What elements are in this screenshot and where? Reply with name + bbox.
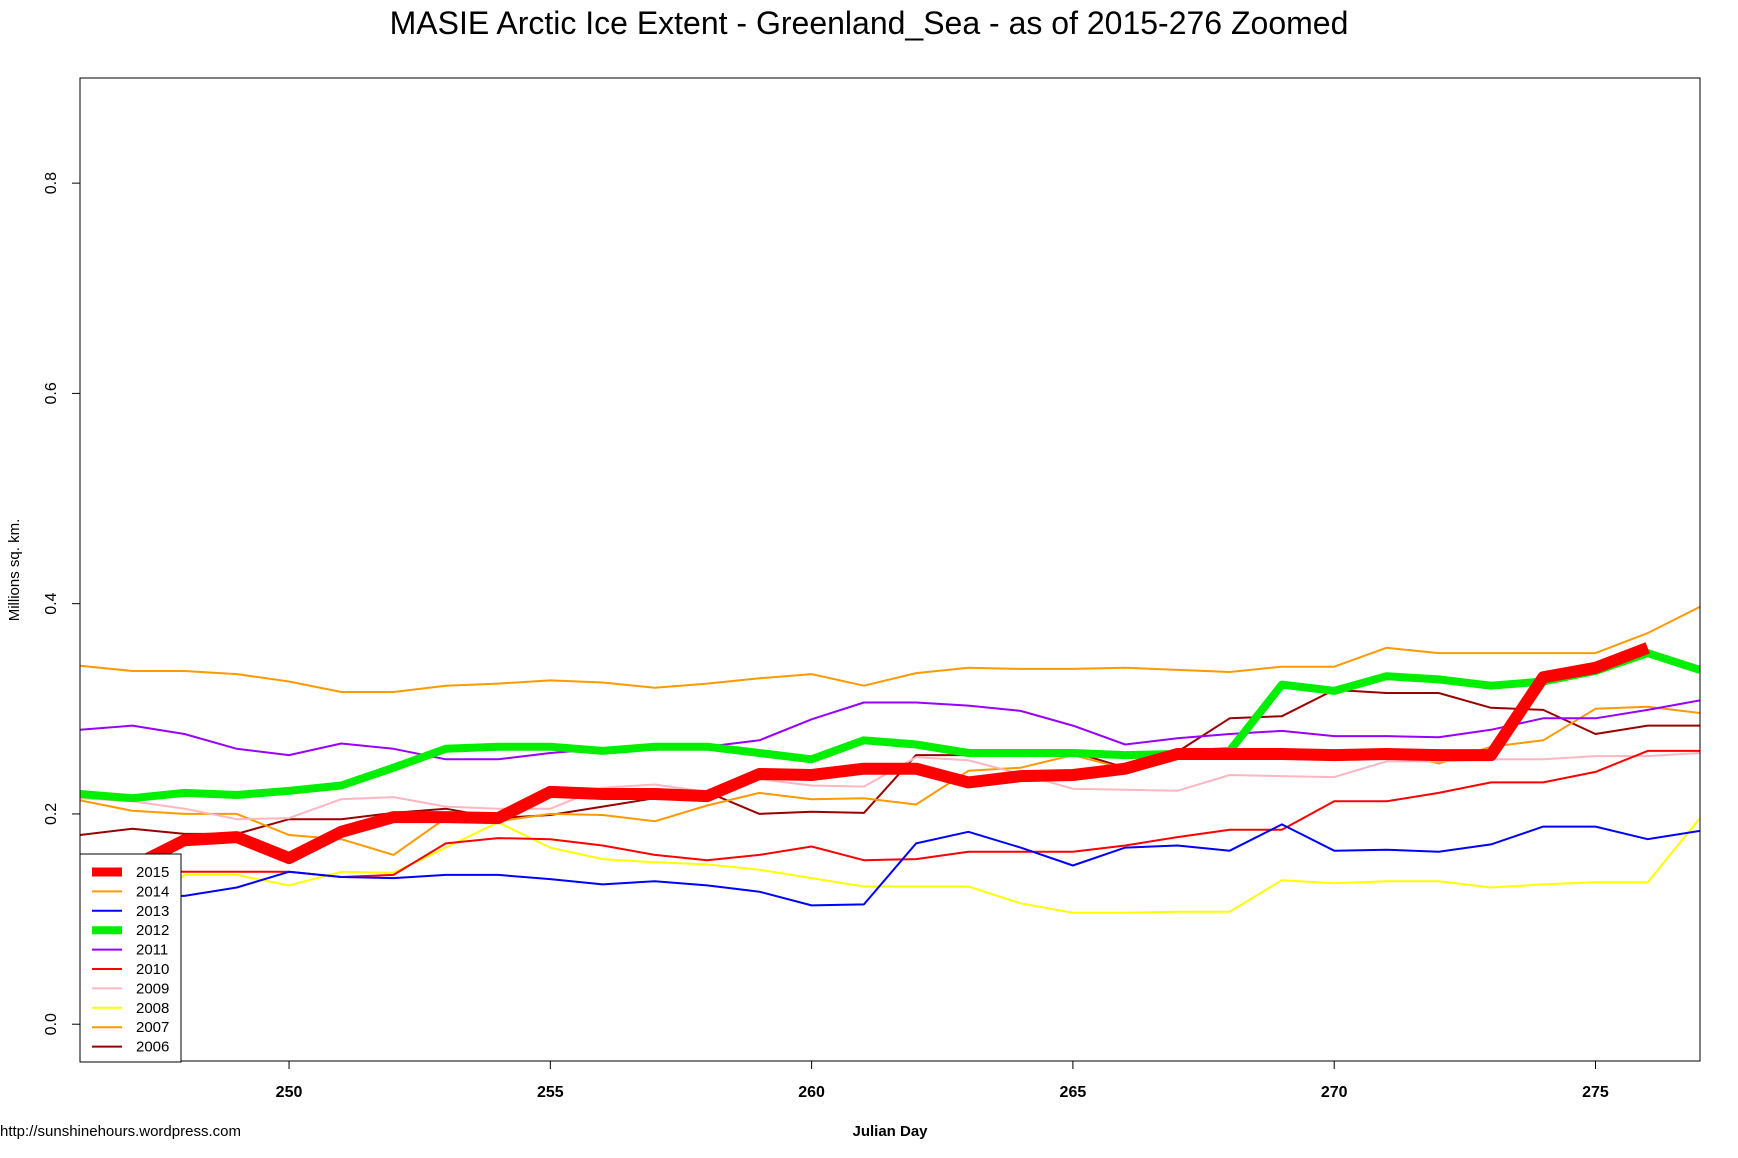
legend-label-2009: 2009 [136,980,169,997]
source-credit[interactable]: http://sunshinehours.wordpress.com [0,1123,241,1140]
y-axis-title: Millions sq. km. [6,519,23,622]
y-tick-label: 0.8 [43,172,60,194]
x-axis-title: Julian Day [852,1123,928,1140]
series-line-2013 [80,823,1700,907]
legend-label-2013: 2013 [136,903,169,920]
legend-label-2014: 2014 [136,883,169,900]
series-layer [80,605,1700,921]
chart-title: MASIE Arctic Ice Extent - Greenland_Sea … [390,5,1349,41]
series-line-2008 [80,817,1700,921]
series-line-2007 [80,705,1700,856]
x-tick-label: 255 [537,1084,564,1101]
x-tick-label: 270 [1321,1084,1348,1101]
series-line-2014 [80,605,1700,693]
legend-label-2010: 2010 [136,961,169,978]
y-tick-label: 0.2 [43,803,60,825]
plot-frame [79,77,1701,1062]
y-axis: 0.0 0.2 0.4 0.6 0.8 [43,172,80,1035]
y-tick-label: 0.0 [43,1013,60,1035]
legend: 2015 2014 2013 2012 2011 2010 2009 2008 2007 2006 [79,853,182,1063]
x-tick-label: 260 [798,1084,825,1101]
legend-label-2008: 2008 [136,1000,169,1017]
series-line-2012 [80,649,1700,803]
legend-label-2011: 2011 [136,942,168,959]
series-line-2011 [80,699,1700,761]
x-axis: 250 255 260 265 270 275 [276,1061,1609,1101]
x-tick-label: 265 [1060,1084,1087,1101]
x-tick-label: 275 [1582,1084,1609,1101]
series-line-2015 [80,642,1650,873]
legend-label-2007: 2007 [136,1019,169,1036]
legend-label-2012: 2012 [136,922,169,939]
legend-label-2006: 2006 [136,1039,169,1056]
y-tick-label: 0.6 [43,382,60,404]
y-tick-label: 0.4 [43,592,60,614]
x-tick-label: 250 [276,1084,303,1101]
legend-label-2015: 2015 [136,864,169,881]
series-line-2006 [80,688,1700,836]
